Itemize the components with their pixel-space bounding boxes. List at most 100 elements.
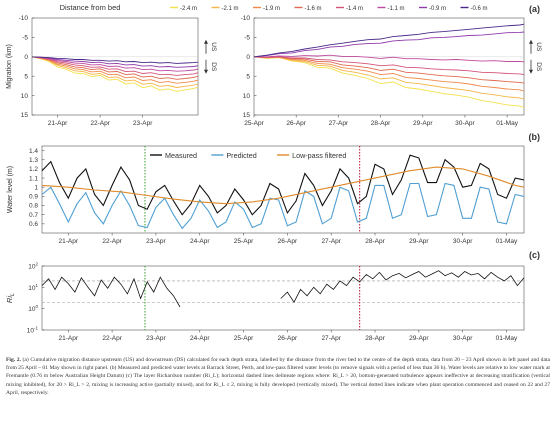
y-tick-label-a-right: 0 <box>246 54 250 61</box>
panel-label-b: (b) <box>529 132 541 142</box>
y-tick-label-a-right: 5 <box>246 73 250 80</box>
x-tick-label-c: 25-Apr <box>234 335 254 342</box>
series-a-left-14 <box>31 56 199 76</box>
x-tick-label-c: 29-Apr <box>409 335 429 342</box>
y-tick-label-a-right: -10 <box>241 15 251 22</box>
y-tick-label-b: 0.8 <box>29 203 38 210</box>
legend-label-b-measured: Measured <box>165 151 197 160</box>
left-us-label: US <box>210 42 217 52</box>
figure-caption: Fig. 2. (a) Cumulative migration distanc… <box>6 356 550 397</box>
figure-canvas: Distance from bed -2.4 m -2.1 m -1.9 m -1.6 … <box>5 3 542 342</box>
series-a-right-11 <box>254 54 525 63</box>
y-tick-label-b: 1.3 <box>29 157 38 164</box>
right-us-arrowhead <box>529 39 533 44</box>
axes-frame-a-left <box>31 17 199 116</box>
legend-title: Distance from bed <box>60 3 121 12</box>
axes-frame-a-right <box>253 17 525 116</box>
y-tick-label-a: 15 <box>21 112 29 119</box>
y-tick-label-b: 0.7 <box>29 212 38 219</box>
legend-label-11: -1.1 m <box>388 6 405 12</box>
caption-text: (a) Cumulative migration distance upstre… <box>6 357 551 396</box>
y-tick-label-c: 10-1 <box>27 326 39 335</box>
series-a-right-24 <box>253 56 525 109</box>
x-tick-label-c: 23-Apr <box>146 335 166 342</box>
x-tick-label-b: 24-Apr <box>190 238 210 245</box>
series-b-measured <box>41 154 525 216</box>
x-tick-label-a-right: 27-Apr <box>329 120 349 127</box>
x-tick-label-b: 23-Apr <box>146 238 166 245</box>
legend-label-24: -2.4 m <box>180 6 197 12</box>
y-tick-label-c: 100 <box>28 304 38 313</box>
axes-frame-c <box>41 265 525 331</box>
x-tick-label-b: 22-Apr <box>102 238 122 245</box>
y-tick-label-a: 5 <box>24 73 28 80</box>
x-tick-label-a-left: 21-Apr <box>48 120 68 127</box>
x-tick-label-b: 21-Apr <box>59 238 79 245</box>
series-a-left-11 <box>31 56 199 72</box>
x-tick-label-c: 28-Apr <box>365 335 385 342</box>
series-a-right-09 <box>253 31 525 58</box>
panel-label-a: (a) <box>529 4 540 14</box>
y-tick-label-a: -10 <box>19 15 29 22</box>
y-tick-label-a: 0 <box>24 54 28 61</box>
y-tick-label-a-right: 15 <box>243 112 251 119</box>
y-tick-label-c: 101 <box>28 283 38 292</box>
x-tick-label-c: 21-Apr <box>59 335 79 342</box>
x-tick-label-b: 01-May <box>496 238 518 245</box>
x-tick-label-c: 27-Apr <box>321 335 341 342</box>
series-a-left-09 <box>31 56 199 68</box>
x-tick-label-c: 26-Apr <box>278 335 298 342</box>
y-axis-label-c: RiL <box>5 293 16 303</box>
x-tick-label-a-left: 23-Apr <box>133 120 153 127</box>
panel-label-c: (c) <box>529 250 540 260</box>
x-tick-label-c: 01-May <box>496 335 518 342</box>
y-axis-label-a: Migration (km) <box>6 44 13 89</box>
y-tick-label-b: 0.6 <box>29 221 38 228</box>
legend-label-09: -0.9 m <box>429 6 446 12</box>
y-tick-label-b: 1.2 <box>29 166 38 173</box>
series-b-low-pass-filtered <box>41 166 525 205</box>
x-tick-label-c: 22-Apr <box>102 335 122 342</box>
legend-label-06: -0.6 m <box>471 6 488 12</box>
x-tick-label-c: 30-Apr <box>453 335 473 342</box>
series-c-segment-2 <box>280 270 525 303</box>
legend-label-14: -1.4 m <box>346 6 363 12</box>
x-tick-label-b: 26-Apr <box>278 238 298 245</box>
x-tick-label-a-left: 22-Apr <box>90 120 110 127</box>
y-tick-label-b: 1 <box>34 184 38 191</box>
legend-label-b-predicted: Predicted <box>226 151 256 160</box>
y-tick-label-a-right: 10 <box>243 93 251 100</box>
x-tick-label-b: 29-Apr <box>409 238 429 245</box>
right-ds-arrowhead <box>529 69 533 74</box>
series-a-left-19 <box>31 56 199 84</box>
x-tick-label-a-right: 25-Apr <box>244 120 264 127</box>
x-tick-label-b: 25-Apr <box>234 238 254 245</box>
series-a-right-06 <box>253 23 525 58</box>
series-b-predicted <box>41 182 525 230</box>
y-tick-label-b: 1.1 <box>29 175 38 182</box>
y-tick-label-b: 1.4 <box>29 148 38 155</box>
x-tick-label-a-right: 26-Apr <box>286 120 306 127</box>
series-c-segment-1 <box>41 276 181 308</box>
y-axis-label-b: Water level (m) <box>7 166 14 213</box>
series-a-right-19 <box>253 56 525 92</box>
x-tick-label-a-right: 28-Apr <box>371 120 391 127</box>
series-a-right-14 <box>253 56 525 76</box>
x-tick-label-b: 30-Apr <box>453 238 473 245</box>
axes-frame-b <box>41 145 525 234</box>
right-ds-label: DS <box>535 62 542 72</box>
legend-label-21: -2.1 m <box>222 6 239 12</box>
series-a-left-16 <box>31 56 199 80</box>
series-a-left-21 <box>31 56 199 88</box>
y-tick-label-a: -5 <box>22 35 28 42</box>
series-a-left-24 <box>31 56 199 92</box>
series-a-left-06 <box>31 56 199 64</box>
x-tick-label-c: 24-Apr <box>190 335 210 342</box>
y-tick-label-c: 102 <box>28 262 38 271</box>
caption-label: Fig. 2. <box>6 357 21 363</box>
y-tick-label-a-right: -5 <box>244 35 250 42</box>
series-a-right-21 <box>253 56 525 100</box>
legend-label-16: -1.6 m <box>305 6 322 12</box>
x-tick-label-a-right: 30-Apr <box>455 120 475 127</box>
left-us-arrowhead <box>204 39 208 44</box>
